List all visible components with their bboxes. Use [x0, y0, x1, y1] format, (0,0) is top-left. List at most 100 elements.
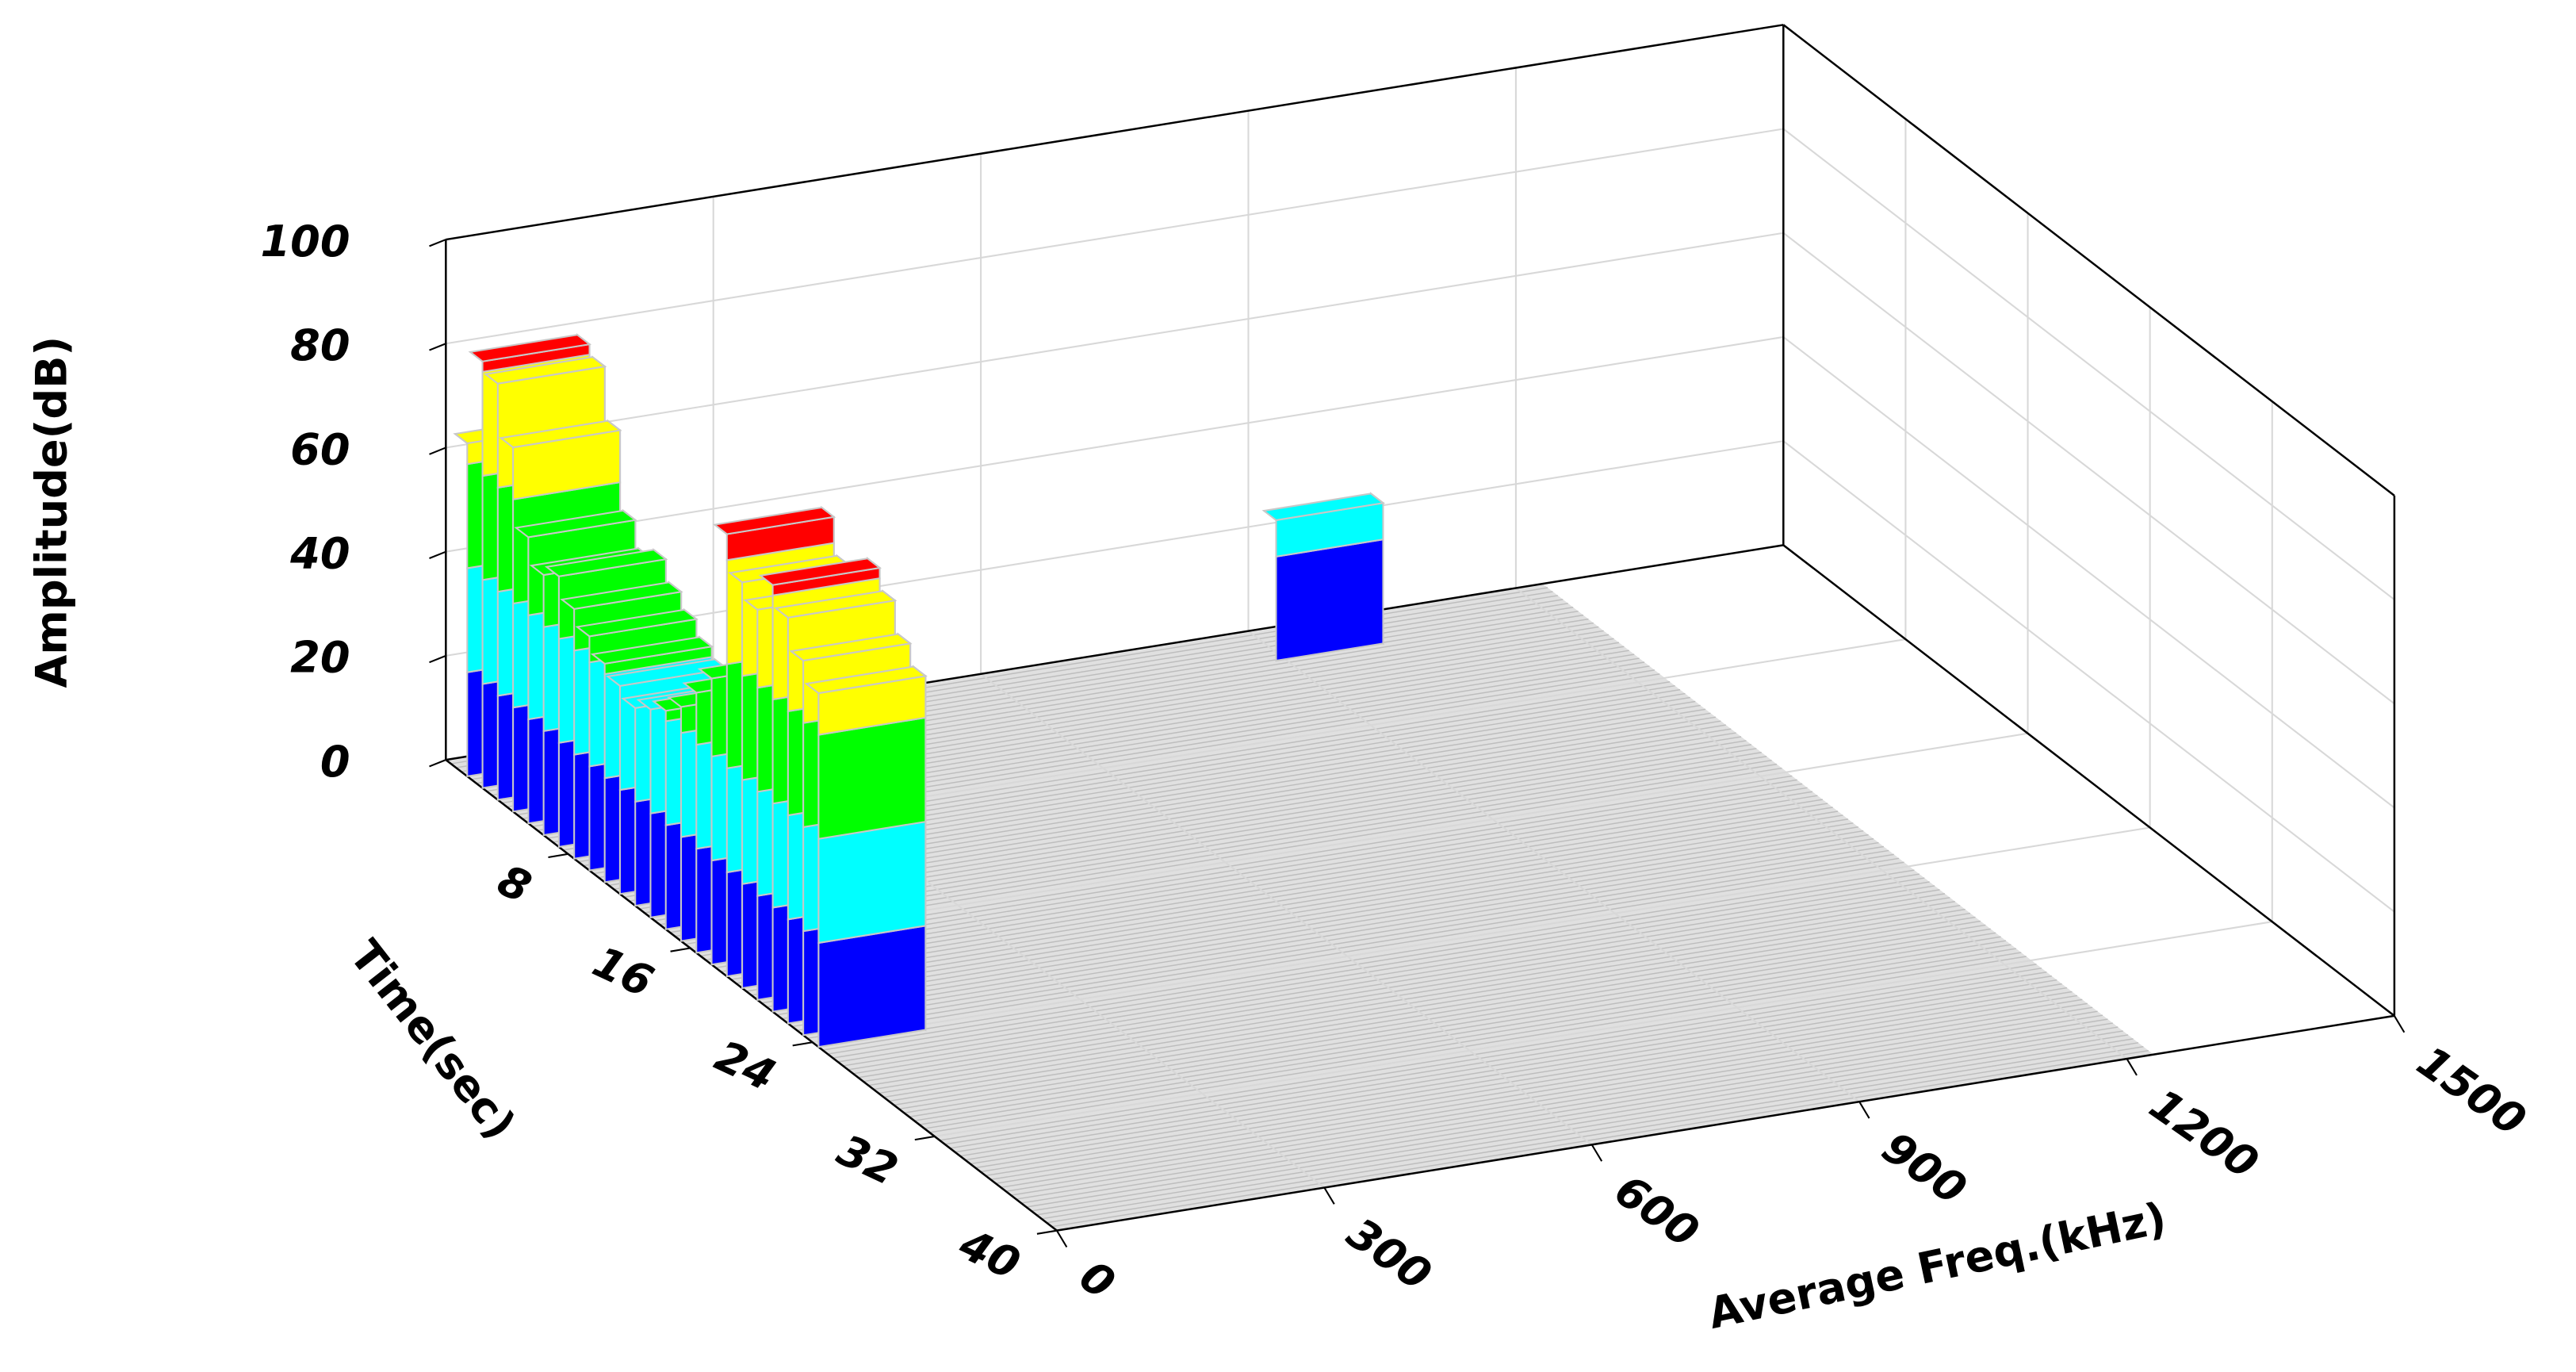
floor-hatch — [782, 841, 1879, 1020]
floor-hatch — [787, 845, 1885, 1024]
floor-hatch — [1046, 1046, 2144, 1224]
floor-hatch — [807, 861, 1904, 1040]
x-tick-label: 1500 — [2408, 1037, 2535, 1146]
tick-mark — [1323, 1186, 1335, 1205]
tick-mark — [792, 1041, 813, 1047]
floor-hatch — [919, 948, 2016, 1125]
bar-front — [817, 716, 927, 840]
floor-hatch — [791, 849, 1889, 1028]
grid-line — [446, 335, 1784, 553]
tick-mark — [429, 654, 446, 664]
grid-line — [980, 673, 1593, 1146]
floor-hatch — [873, 912, 1971, 1090]
floor-hatch — [888, 924, 1986, 1102]
floor-hatch — [771, 834, 1869, 1012]
floor-hatch — [858, 901, 1955, 1079]
floor-hatch — [924, 952, 2022, 1129]
tick-mark — [548, 853, 568, 859]
bar-front — [817, 820, 927, 945]
bar-top — [514, 509, 637, 538]
floor-hatch — [1011, 1018, 2108, 1196]
floor-hatch — [822, 873, 1920, 1051]
floor-hatch — [746, 814, 1843, 992]
floor-hatch — [940, 964, 2037, 1141]
floor-hatch — [929, 956, 2027, 1133]
floor-hatch — [843, 889, 1940, 1067]
bar-front — [1275, 538, 1384, 662]
bar-top — [804, 665, 928, 695]
bar — [1261, 492, 1386, 662]
floor-hatch — [1051, 1049, 2149, 1228]
floor-hatch — [955, 975, 2052, 1153]
axis-line — [446, 24, 1784, 241]
floor-hatch — [1041, 1042, 2139, 1220]
bar-top — [575, 608, 699, 638]
floor-hatch — [949, 972, 2047, 1149]
floor-hatch — [852, 897, 1950, 1075]
floor-hatch — [1016, 1022, 2113, 1200]
x-tick-label: 900 — [1874, 1122, 1976, 1214]
y-tick-label: 16 — [585, 937, 660, 1007]
tick-mark — [429, 343, 446, 351]
tick-mark — [1036, 1229, 1058, 1235]
bar-top — [712, 506, 836, 535]
floor-hatch — [995, 1006, 2093, 1185]
tick-mark — [914, 1135, 935, 1141]
z-tick-label: 100 — [261, 217, 350, 266]
grid-line — [1515, 587, 2128, 1060]
bar — [804, 665, 928, 1048]
grid-line — [446, 128, 1784, 345]
floor-hatch — [837, 885, 1935, 1063]
floor-hatch — [848, 893, 1946, 1071]
tick-mark — [429, 759, 446, 768]
bar-top — [773, 590, 898, 619]
floor-hatch — [1005, 1014, 2103, 1192]
bar-top — [544, 549, 668, 577]
floor-hatch — [985, 998, 2083, 1177]
bar-top — [468, 334, 592, 362]
x-tick-label: 600 — [1606, 1165, 1708, 1257]
floor-hatch — [797, 853, 1894, 1032]
grid-line — [812, 826, 2150, 1044]
tick-mark — [429, 239, 446, 247]
tick-mark — [1858, 1101, 1870, 1119]
y-tick-label: 24 — [708, 1031, 783, 1102]
bar-top — [590, 636, 714, 665]
axis-line — [1782, 24, 2395, 496]
floor-hatch — [878, 916, 1976, 1094]
floor-hatch — [761, 826, 1858, 1004]
floor-hatch — [894, 928, 1991, 1106]
grid-line — [1782, 232, 2395, 705]
grid-line — [1782, 128, 2395, 600]
tick-mark — [2394, 1015, 2406, 1033]
x-tick-label: 1200 — [2141, 1079, 2268, 1189]
tick-mark — [429, 446, 446, 455]
axis-line — [1056, 1014, 2395, 1232]
x-tick-label: 0 — [1070, 1251, 1123, 1309]
x-tick-label: 300 — [1338, 1208, 1441, 1300]
grid-line — [1782, 336, 2395, 809]
axis-line — [445, 759, 1058, 1232]
tick-mark — [670, 947, 691, 952]
floor-hatch — [914, 944, 2011, 1121]
bar-top — [483, 356, 607, 385]
z-axis-title: Amplitude(dB) — [26, 336, 76, 688]
bar-top — [560, 581, 683, 610]
floor-hatch — [817, 869, 1915, 1047]
y-axis-title: Time(sec) — [340, 931, 526, 1149]
tick-mark — [1590, 1144, 1603, 1162]
floor-hatch — [965, 983, 2062, 1161]
floor-hatch — [833, 881, 1930, 1059]
bar-front — [817, 925, 927, 1048]
floor-hatch — [904, 936, 2001, 1113]
floor-hatch — [1036, 1038, 2134, 1216]
y-tick-label: 32 — [830, 1125, 905, 1195]
floor-hatch — [756, 822, 1854, 1000]
y-tick-label: 40 — [951, 1219, 1028, 1290]
bar-top — [758, 558, 882, 586]
z-tick-label: 0 — [320, 737, 350, 787]
floor-hatch — [868, 908, 1965, 1086]
bar-top — [499, 420, 622, 449]
tick-mark — [429, 550, 446, 559]
